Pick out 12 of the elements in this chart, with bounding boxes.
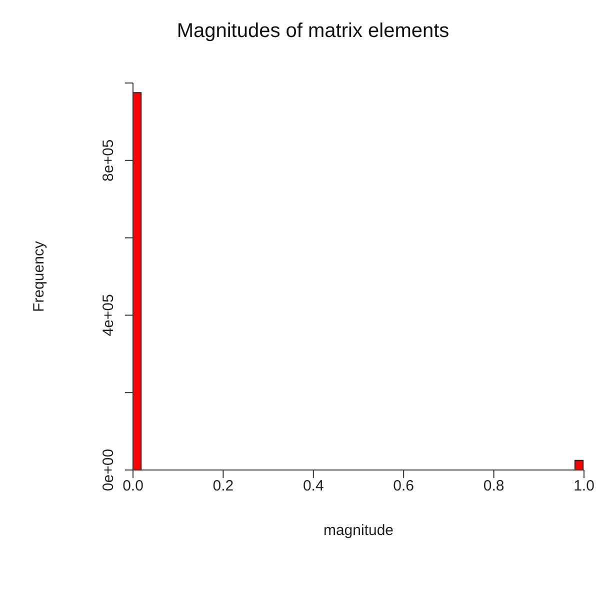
y-tick-label: 8e+05: [100, 139, 117, 182]
y-axis-title: Frequency: [30, 240, 48, 312]
x-tick-label: 0.4: [302, 478, 324, 495]
y-tick-label: 0e+00: [100, 448, 117, 492]
x-tick-label: 1.0: [574, 478, 594, 495]
x-tick-label: 0.8: [483, 478, 504, 495]
chart-title: Magnitudes of matrix elements: [176, 20, 450, 43]
x-tick-label: 0.6: [393, 478, 414, 495]
x-tick-label: 0.0: [122, 478, 144, 495]
x-tick-label: 0.2: [212, 478, 234, 495]
x-axis-title: magnitude: [323, 522, 394, 539]
y-tick-label: 4e+05: [100, 294, 117, 336]
